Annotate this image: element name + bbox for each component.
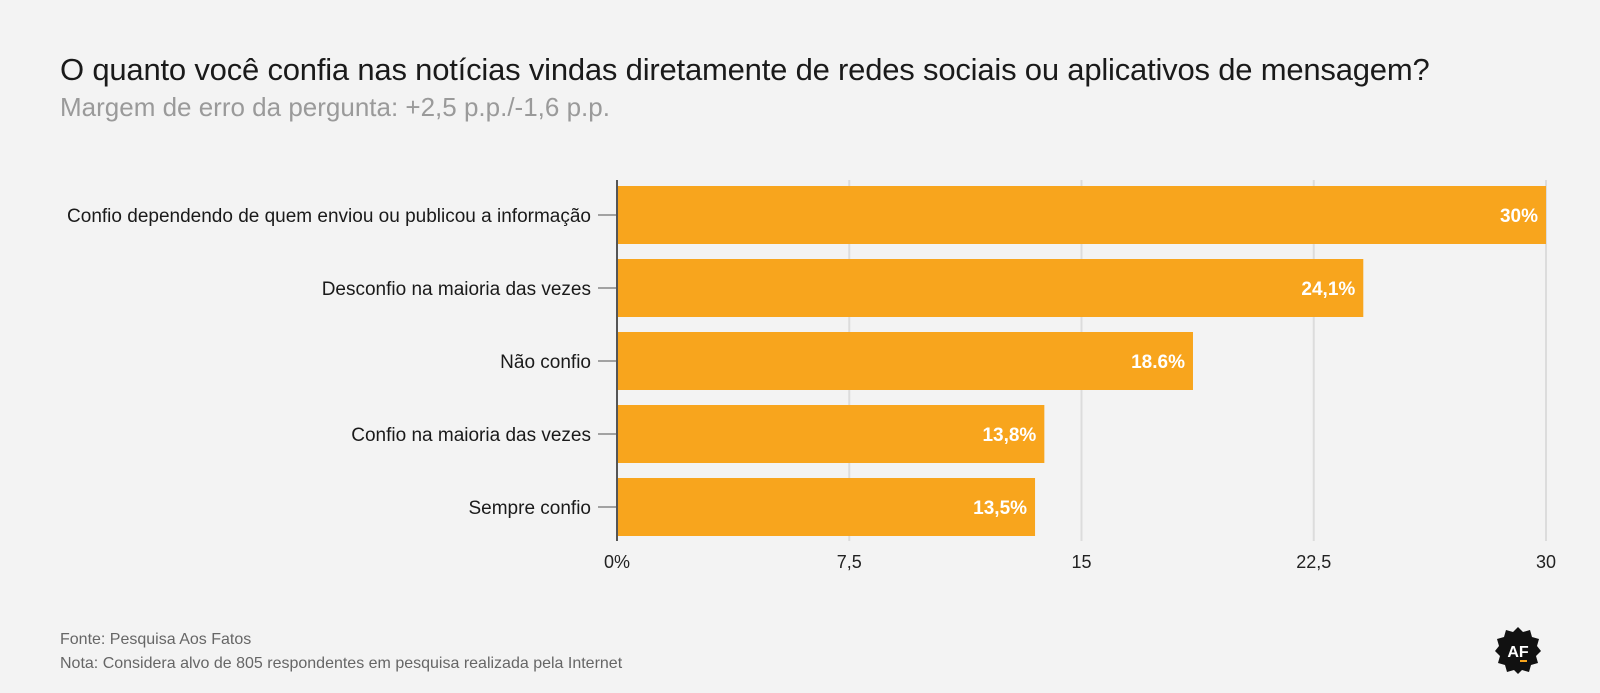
bar (617, 186, 1546, 244)
bar-value-label: 24,1% (1301, 279, 1355, 300)
chart-subtitle: Margem de erro da pergunta: +2,5 p.p./-1… (60, 92, 610, 122)
x-tick-label: 0% (604, 552, 630, 572)
chart-title: O quanto você confia nas notícias vindas… (60, 52, 1430, 87)
bar-value-label: 13,5% (973, 498, 1027, 519)
bar (617, 478, 1036, 536)
bar-value-label: 18.6% (1131, 352, 1185, 373)
bar-value-label: 30% (1500, 206, 1538, 227)
category-label: Não confio (500, 352, 591, 373)
category-label: Sempre confio (468, 498, 591, 519)
x-tick-label: 7,5 (837, 552, 862, 572)
x-tick-label: 22,5 (1296, 552, 1331, 572)
x-tick-label: 15 (1071, 552, 1091, 572)
bar (617, 405, 1045, 463)
bar-value-label: 13,8% (982, 425, 1036, 446)
bar (617, 259, 1364, 317)
logo-text: AF (1507, 644, 1529, 661)
category-label: Confio na maioria das vezes (351, 425, 591, 446)
aos-fatos-logo-icon: AF (1495, 627, 1541, 674)
category-label: Confio dependendo de quem enviou ou publ… (67, 206, 591, 227)
x-tick-label: 30 (1536, 552, 1556, 572)
footer-source: Fonte: Pesquisa Aos Fatos (60, 631, 252, 648)
category-labels: Confio dependendo de quem enviou ou publ… (67, 206, 617, 519)
bar (617, 332, 1193, 390)
footer-note: Nota: Considera alvo de 805 respondentes… (60, 655, 623, 672)
category-label: Desconfio na maioria das vezes (322, 279, 591, 300)
x-axis: 0% 7,5 15 22,5 30 (604, 180, 1556, 572)
bars: 30% 24,1% 18.6% 13,8% 13,5% (617, 186, 1546, 536)
